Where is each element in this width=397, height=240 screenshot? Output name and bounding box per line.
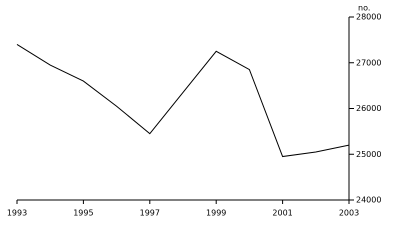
chart: no. 24000 25000 26000 27000 28000 1993 1995 199… <box>7 4 382 218</box>
y-unit-label: no. <box>358 4 370 13</box>
x-tick-label: 1993 <box>7 209 27 218</box>
x-tick-label: 1997 <box>140 209 160 218</box>
y-tick-label: 24000 <box>356 196 381 205</box>
data-line <box>16 44 350 158</box>
y-tick-label: 28000 <box>356 13 381 22</box>
y-tick-label: 27000 <box>356 58 381 67</box>
x-tick-label: 1999 <box>206 209 226 218</box>
x-tick-label: 1995 <box>73 209 93 218</box>
x-tick-label: 2003 <box>339 209 359 218</box>
x-tick-label: 2001 <box>272 209 292 218</box>
y-tick-label: 25000 <box>356 150 381 159</box>
y-tick-label: 26000 <box>356 104 381 113</box>
